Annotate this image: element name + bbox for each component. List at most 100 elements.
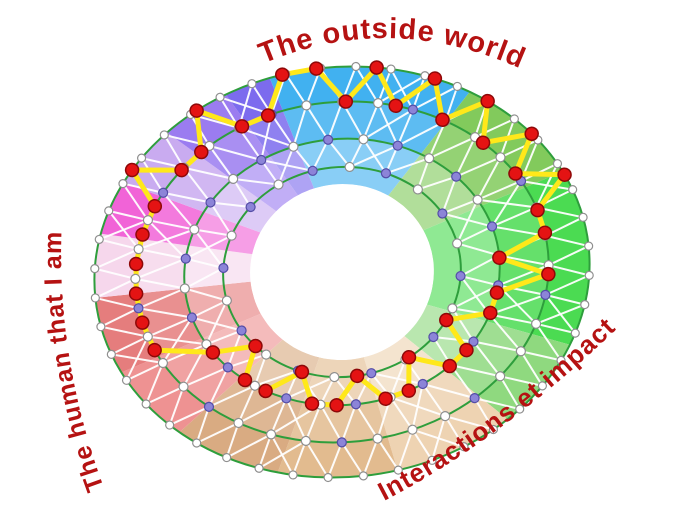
mesh-edge xyxy=(270,113,295,148)
white-node xyxy=(373,97,384,109)
purple-node xyxy=(540,289,551,300)
red-node xyxy=(557,167,572,182)
white-node xyxy=(247,79,257,89)
red-node xyxy=(489,285,505,300)
red-node xyxy=(234,119,250,134)
purple-node xyxy=(256,154,267,166)
mesh-edge xyxy=(183,287,228,302)
white-node xyxy=(265,429,277,440)
white-node xyxy=(530,318,542,329)
white-node xyxy=(537,381,548,391)
white-node xyxy=(358,134,369,145)
mesh-edge xyxy=(285,376,336,400)
purple-node xyxy=(245,201,256,213)
white-node xyxy=(215,92,225,102)
red-node xyxy=(304,396,320,411)
white-node xyxy=(90,293,100,303)
white-node xyxy=(133,244,144,255)
mesh-edge xyxy=(225,421,240,459)
mesh-edge xyxy=(207,384,256,408)
white-node xyxy=(427,455,437,465)
mesh-edge xyxy=(362,108,414,141)
mesh-edge xyxy=(547,264,591,277)
white-node xyxy=(580,300,590,310)
white-node xyxy=(570,328,580,338)
mesh-edge xyxy=(476,198,538,209)
red-node xyxy=(248,338,263,354)
red-node xyxy=(524,126,539,142)
white-node xyxy=(106,349,116,359)
mesh-edge xyxy=(258,433,273,470)
mesh-edge xyxy=(319,376,336,406)
red-node xyxy=(294,364,310,380)
white-node xyxy=(351,61,361,72)
red-node xyxy=(135,227,150,242)
mesh-edge xyxy=(270,397,288,436)
white-node xyxy=(423,153,435,164)
white-node xyxy=(393,465,403,475)
mesh-edge xyxy=(519,350,544,387)
mesh-edge xyxy=(107,209,149,222)
red-node xyxy=(388,98,403,114)
purple-node xyxy=(380,168,392,179)
white-node xyxy=(584,241,594,251)
mesh-edge xyxy=(134,257,187,280)
white-node xyxy=(301,100,312,111)
mesh-edge xyxy=(397,428,414,472)
mesh-edge xyxy=(146,335,208,346)
purple-node xyxy=(455,270,466,282)
white-node xyxy=(323,472,333,483)
mesh-edge xyxy=(421,382,476,400)
mesh-edge xyxy=(498,254,550,267)
mesh-edge xyxy=(362,437,379,477)
mesh-edge xyxy=(226,353,268,369)
mesh-edge xyxy=(277,145,295,186)
white-node xyxy=(515,346,526,357)
mesh-edge xyxy=(162,191,196,231)
red-node xyxy=(459,342,474,358)
white-node xyxy=(358,471,369,481)
white-node xyxy=(584,270,594,280)
mesh-edge xyxy=(327,441,343,479)
mesh-edge xyxy=(396,120,447,147)
purple-node xyxy=(236,325,247,336)
red-node xyxy=(349,368,365,384)
mesh-edge xyxy=(535,322,577,335)
red-node xyxy=(378,391,393,406)
mesh-edge xyxy=(544,234,590,248)
white-node xyxy=(447,303,458,314)
white-node xyxy=(141,399,151,409)
red-node xyxy=(369,60,384,75)
purple-node xyxy=(222,362,233,373)
mesh-edge xyxy=(354,372,373,406)
purple-node xyxy=(366,368,377,379)
white-node xyxy=(372,433,383,444)
mesh-edge xyxy=(544,274,591,296)
mesh-edge xyxy=(444,415,495,431)
red-node xyxy=(309,61,324,76)
purple-node xyxy=(205,197,216,208)
mesh-edge xyxy=(304,439,330,479)
mesh-edge xyxy=(93,267,137,280)
red-node xyxy=(205,345,221,360)
white-node xyxy=(192,438,202,448)
mesh-edge xyxy=(195,405,210,445)
white-node xyxy=(488,424,498,435)
mesh-edge xyxy=(459,275,491,316)
red-node xyxy=(530,202,545,218)
mesh-edge xyxy=(441,175,458,215)
mesh-edge xyxy=(327,100,344,141)
mesh-edge xyxy=(207,366,229,408)
mesh-edge xyxy=(544,293,577,335)
purple-node xyxy=(158,187,169,198)
white-node xyxy=(233,417,244,429)
red-node xyxy=(135,315,150,330)
mesh-edge xyxy=(99,325,149,338)
mesh-edge xyxy=(459,275,500,287)
mesh-edge xyxy=(125,362,164,382)
mesh-edge xyxy=(193,228,225,269)
white-node xyxy=(228,173,239,184)
mesh-edge xyxy=(520,179,574,191)
mesh-edge xyxy=(258,439,307,470)
